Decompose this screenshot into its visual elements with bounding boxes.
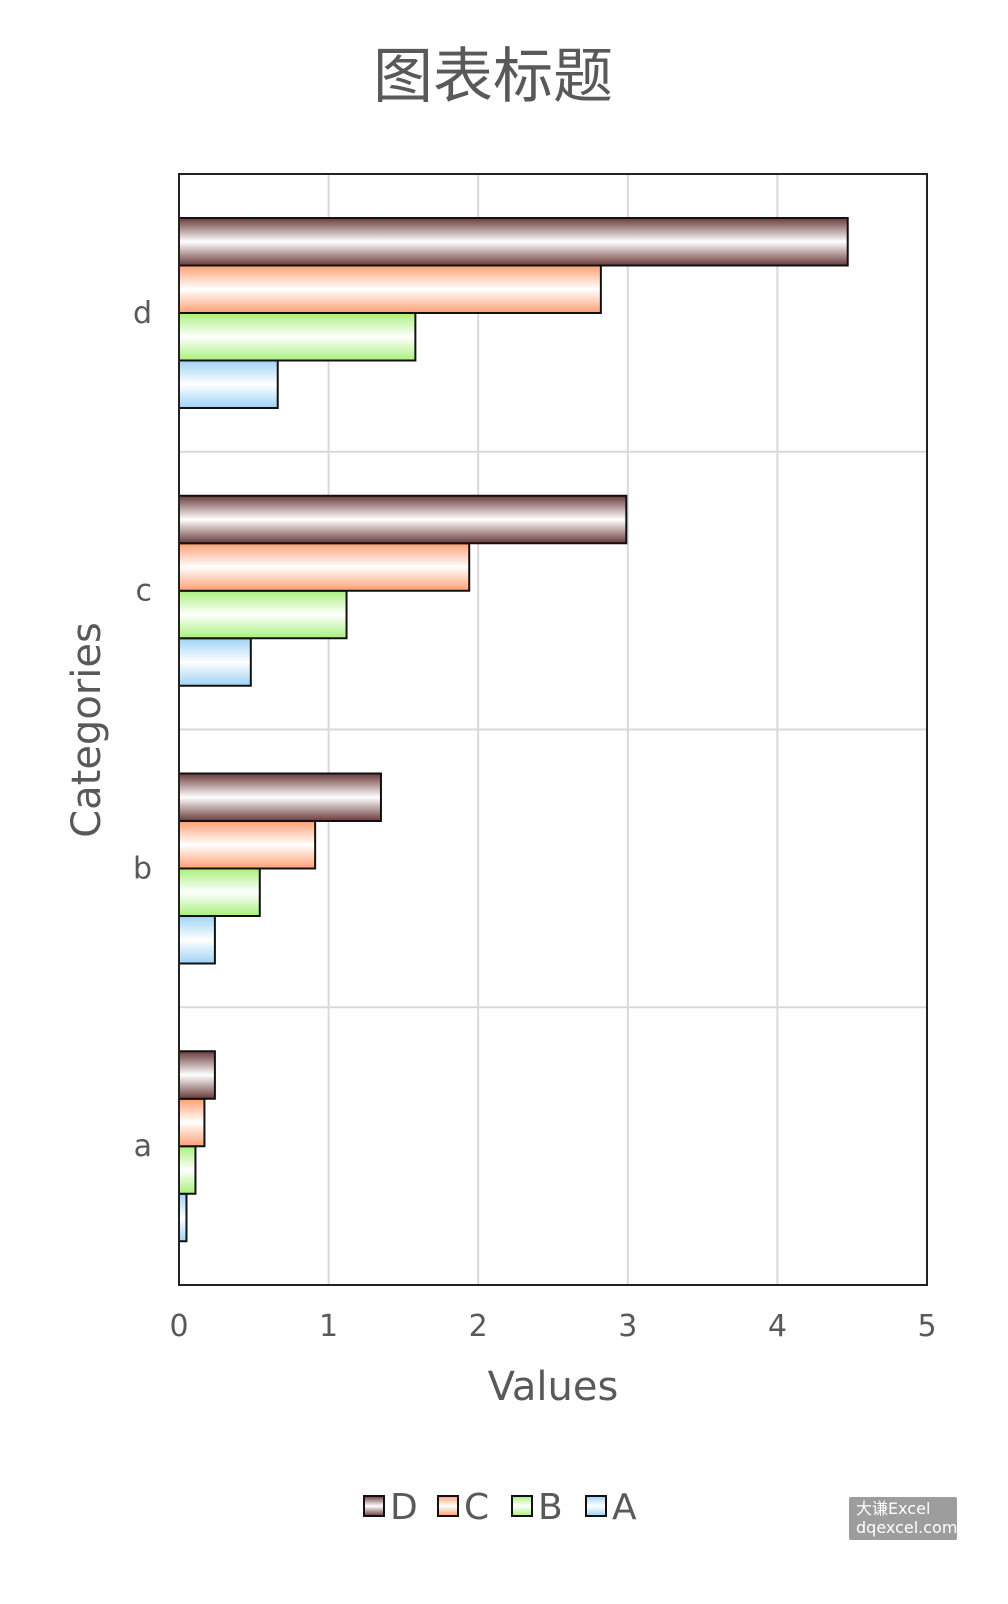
y-tick-label: a [134,1129,152,1164]
legend-swatch-D [363,1495,385,1517]
bar-c-B [178,589,348,640]
legend-swatch-B [511,1495,533,1517]
x-tick-label: 3 [618,1309,637,1344]
bar-a-C [178,1097,206,1148]
bar-b-A [178,915,216,965]
bar-d-C [178,264,602,314]
legend-label-A: A [612,1487,637,1528]
bar-a-A [178,1192,188,1243]
bar-d-D [178,217,849,267]
x-tick-label: 4 [768,1309,787,1344]
bar-a-D [178,1050,216,1100]
bar-a-B [178,1145,197,1195]
x-tick-label: 0 [169,1309,188,1344]
x-tick-label: 2 [469,1309,488,1344]
chart-title: 图表标题 [373,42,613,112]
legend-label-D: D [390,1487,418,1528]
bar-d-A [178,359,279,409]
legend-label-B: B [538,1487,563,1528]
y-axis-ticks: a b c d [133,296,152,1164]
watermark-line-1: 大谦Excel [856,1499,930,1518]
y-tick-label: c [136,574,153,609]
bar-c-D [178,494,628,545]
plot-area-frame [178,173,928,1286]
bar-c-A [178,637,252,687]
bar-b-D [178,772,382,822]
gridlines [179,174,927,1285]
bar-c-C [178,542,471,592]
x-tick-label: 5 [917,1309,936,1344]
x-tick-label: 1 [319,1309,338,1344]
legend-label-C: C [464,1487,489,1528]
watermark-box [849,1497,957,1540]
x-axis-ticks: 0 1 2 3 4 5 [169,1309,936,1344]
bars [178,217,849,1243]
x-axis-title: Values [488,1364,619,1410]
watermark-line-2: dqexcel.com [856,1518,957,1537]
watermark: 大谦Excel dqexcel.com [849,1497,957,1540]
legend-swatch-A [585,1495,607,1517]
bar-b-C [178,820,317,870]
bar-b-B [178,867,261,917]
legend-swatch-C [437,1495,459,1517]
y-tick-label: b [133,851,152,886]
y-axis-title: Categories [64,622,110,838]
y-tick-label: d [133,296,152,331]
bar-d-B [178,312,417,362]
